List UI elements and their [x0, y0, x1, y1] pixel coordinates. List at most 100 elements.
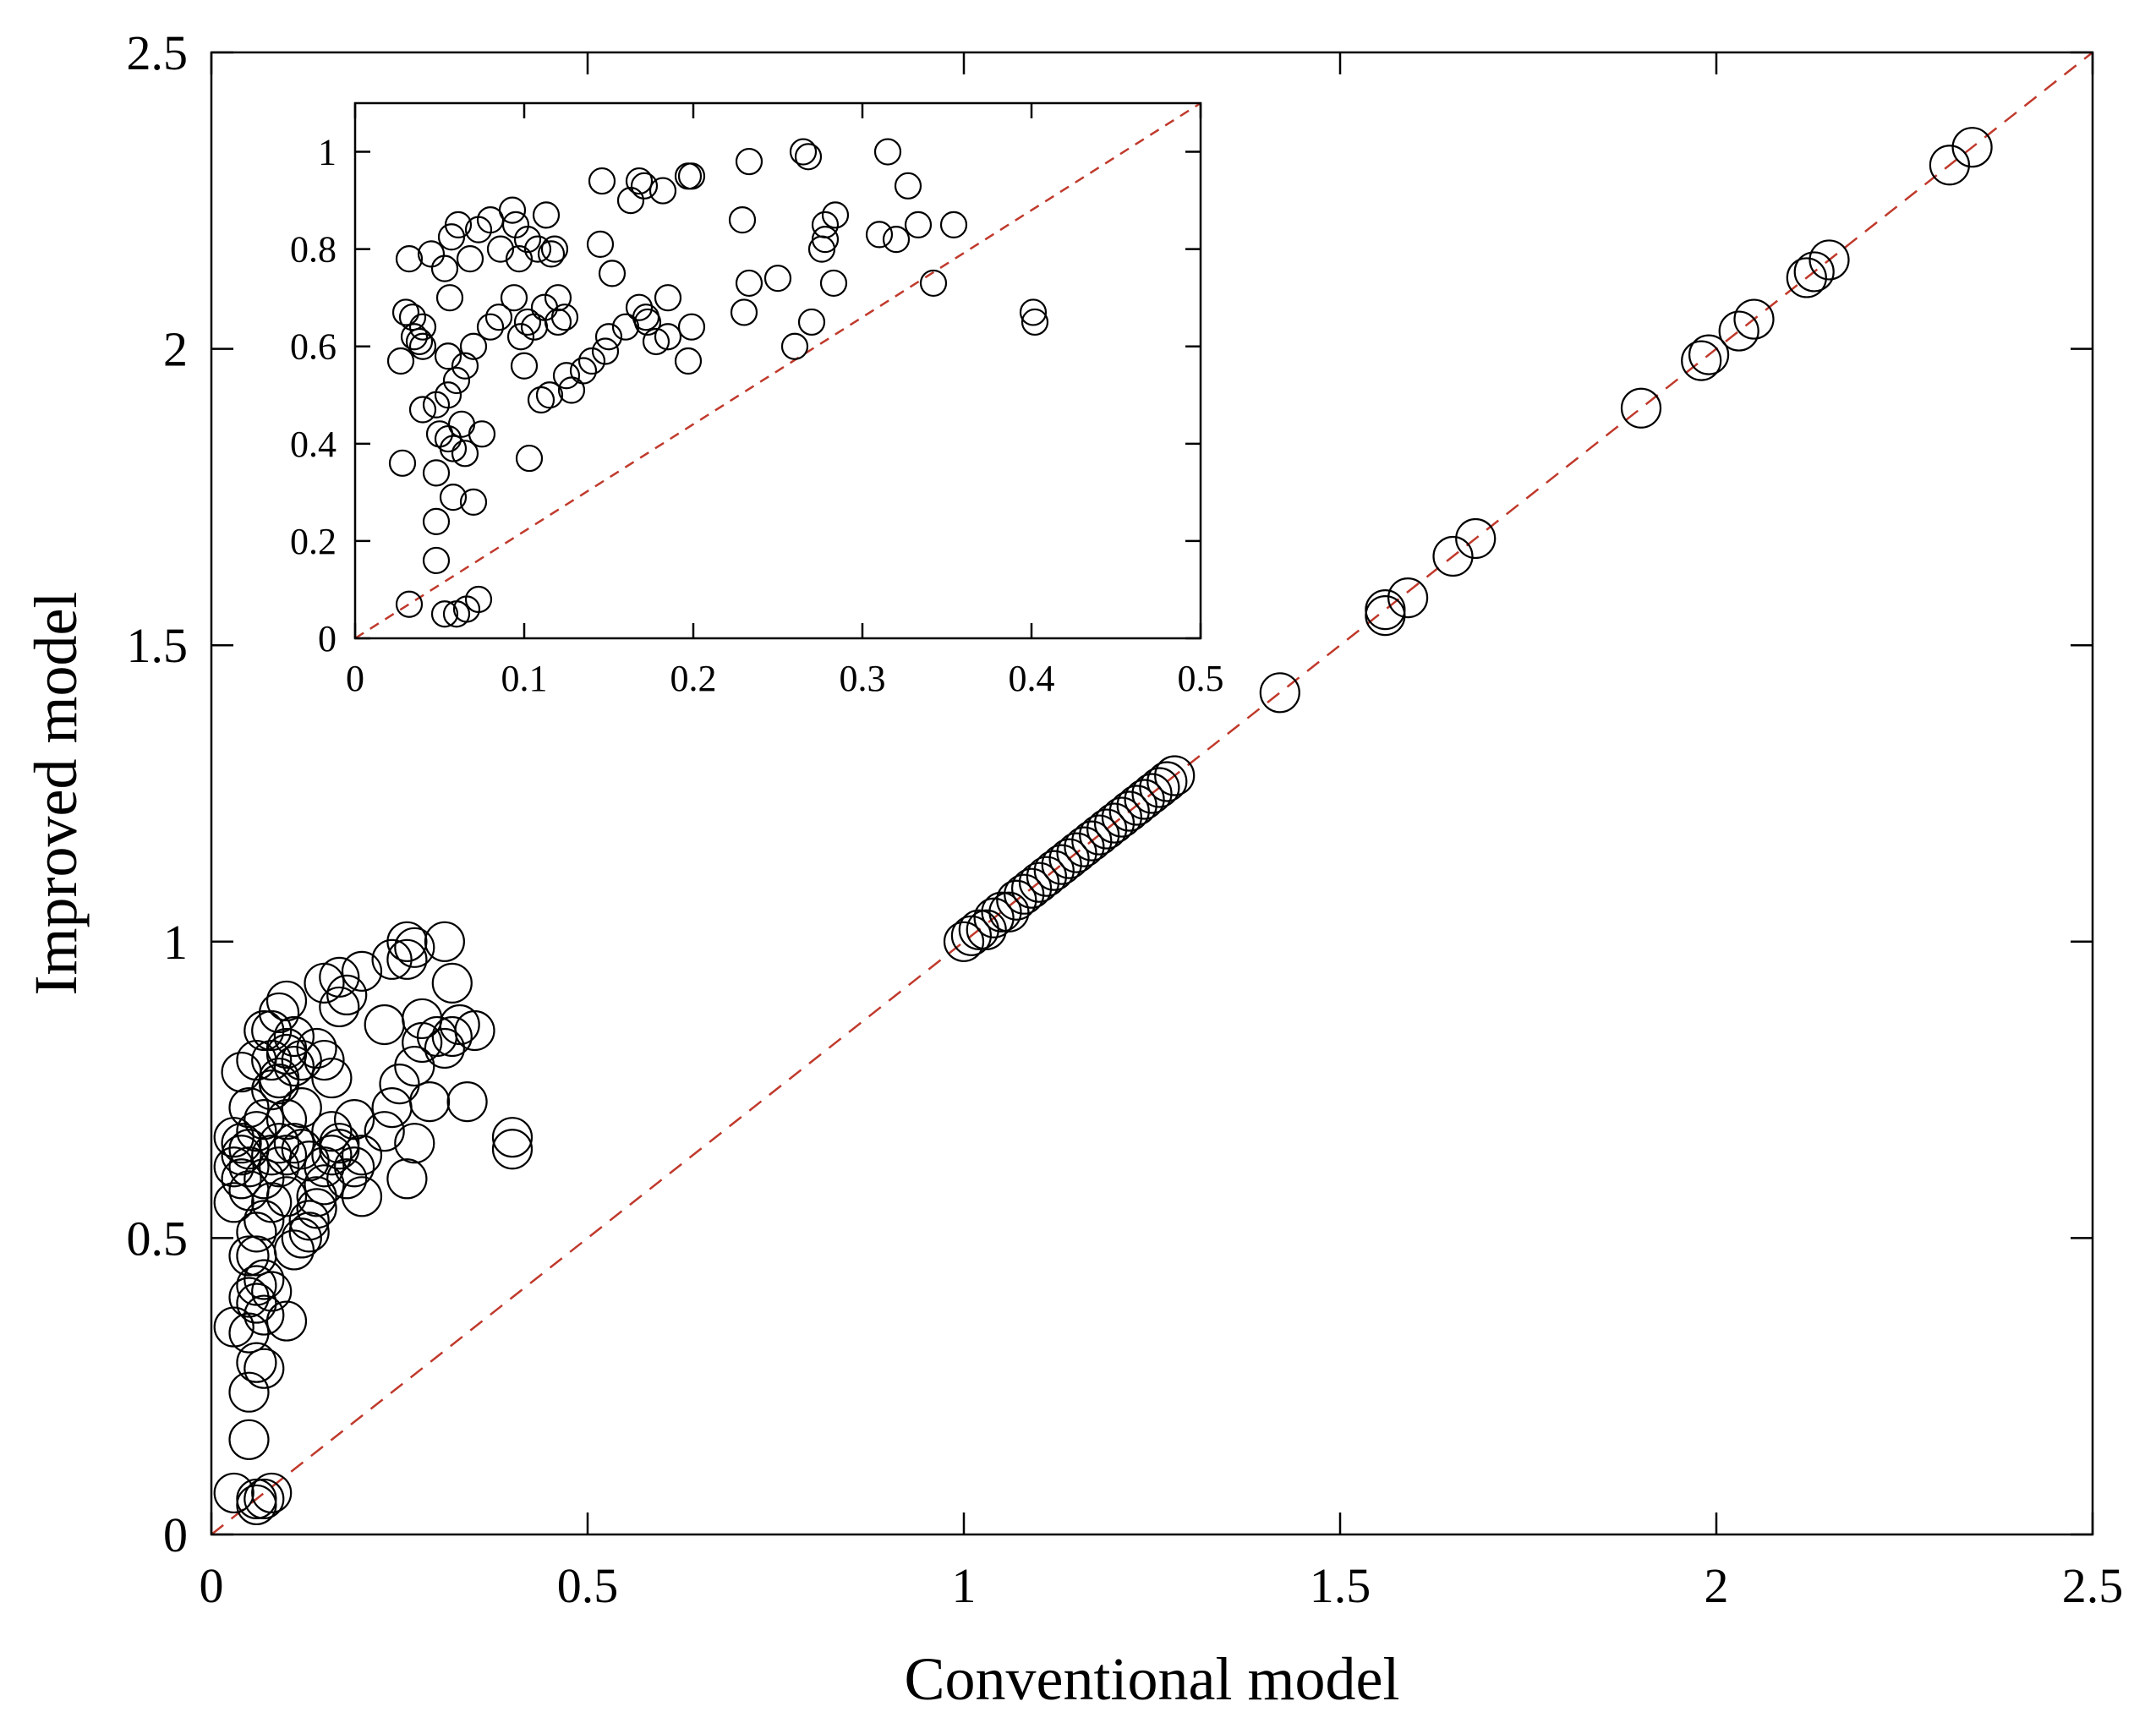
inset-point-27	[506, 323, 535, 351]
inset-point-94	[654, 323, 682, 351]
inset-point-86	[819, 269, 848, 298]
main-scatter-points	[213, 127, 1993, 1526]
inset-point-61	[625, 167, 654, 195]
main-point-130	[1093, 802, 1135, 844]
main-point-116	[988, 891, 1030, 933]
inset-point-36	[527, 386, 555, 414]
inset-point-23	[540, 235, 569, 263]
main-point-18	[259, 992, 300, 1034]
inset-point-68	[789, 138, 818, 166]
main-point-118	[1004, 873, 1045, 915]
main-point-138	[1154, 755, 1196, 796]
main-point-63	[326, 974, 368, 1016]
inset-point-105	[408, 313, 437, 341]
inset-point-73	[821, 201, 850, 229]
inset-point-62	[630, 172, 659, 200]
inset-point-53	[395, 590, 424, 618]
main-point-16	[273, 1015, 315, 1058]
inset-point-22	[537, 240, 566, 268]
inset-point-108	[633, 308, 662, 336]
main-point-136	[1139, 767, 1180, 808]
main-point-22	[265, 1027, 308, 1069]
inset-xtick-label: 0.2	[670, 658, 717, 699]
main-point-66	[371, 938, 413, 980]
inset-point-93	[642, 327, 670, 356]
inset-point-90	[625, 293, 654, 321]
inset-point-33	[451, 352, 479, 380]
inset-point-5	[408, 332, 437, 360]
main-point-68	[394, 927, 435, 968]
inset-point-89	[1021, 308, 1049, 336]
inset-point-43	[439, 435, 468, 462]
main-point-115	[981, 891, 1022, 933]
main-point-2	[221, 1123, 262, 1164]
main-point-37	[288, 1200, 330, 1241]
main-point-73	[402, 998, 443, 1040]
main-point-45	[244, 1294, 285, 1336]
inset-point-99	[557, 376, 586, 404]
inset-point-8	[435, 284, 464, 312]
inset-point-107	[594, 323, 623, 351]
main-point-9	[244, 1009, 285, 1052]
main-point-154	[1951, 127, 1993, 168]
main-point-67	[386, 921, 428, 962]
inset-point-15	[486, 235, 515, 263]
inset-xtick-label: 0.4	[1009, 658, 1055, 699]
inset-point-72	[728, 206, 757, 234]
inset-xtick-label: 0.1	[501, 658, 548, 699]
inset-point-64	[616, 186, 645, 215]
main-point-36	[273, 1229, 315, 1271]
main-point-89	[491, 1129, 534, 1170]
main-point-90	[311, 1111, 353, 1152]
main-point-20	[281, 1039, 322, 1081]
main-point-12	[244, 1099, 285, 1141]
main-point-128	[1079, 814, 1120, 856]
inset-ytick-label: 0.8	[290, 229, 337, 271]
main-point-59	[311, 1057, 353, 1099]
main-point-80	[394, 1045, 435, 1087]
main-point-58	[304, 1039, 345, 1081]
main-point-152	[1809, 239, 1850, 281]
main-point-100	[281, 1087, 322, 1129]
inset-point-25	[513, 308, 542, 336]
main-point-5	[213, 1182, 254, 1223]
main-ytick-label: 1	[163, 915, 188, 970]
inset-point-59	[598, 260, 627, 287]
main-point-28	[259, 1146, 300, 1188]
main-point-6	[228, 1087, 270, 1129]
inset-point-46	[515, 444, 544, 473]
main-point-24	[259, 1063, 300, 1105]
main-point-62	[319, 956, 360, 998]
main-point-117	[996, 879, 1037, 921]
main-point-1	[213, 1117, 254, 1158]
main-point-104	[244, 1158, 285, 1200]
main-point-132	[1108, 790, 1150, 832]
main-point-43	[236, 1283, 277, 1324]
main-point-103	[251, 1135, 293, 1176]
main-point-135	[1131, 773, 1173, 814]
main-point-110	[943, 921, 985, 962]
main-point-70	[424, 921, 466, 962]
main-point-88	[491, 1117, 534, 1158]
main-point-81	[371, 1087, 413, 1129]
main-point-125	[1056, 832, 1097, 873]
inset-point-76	[882, 226, 911, 254]
main-xtick-label: 1	[952, 1558, 977, 1613]
inset-ytick-label: 0.6	[290, 326, 337, 368]
inset-point-1	[391, 298, 420, 326]
inset-point-0	[386, 347, 415, 375]
main-point-31	[244, 1200, 285, 1241]
inset-point-48	[422, 459, 451, 487]
main-point-34	[228, 1235, 270, 1277]
inset-ytick-label: 0	[318, 618, 337, 659]
inset-point-6	[395, 245, 424, 273]
main-point-60	[296, 1027, 337, 1069]
main-point-137	[1146, 761, 1188, 802]
inset-point-71	[894, 172, 922, 200]
main-point-55	[244, 1478, 285, 1520]
main-point-11	[236, 1111, 277, 1152]
inset-point-60	[588, 167, 616, 195]
main-point-112	[958, 909, 999, 950]
main-point-42	[244, 1259, 285, 1300]
